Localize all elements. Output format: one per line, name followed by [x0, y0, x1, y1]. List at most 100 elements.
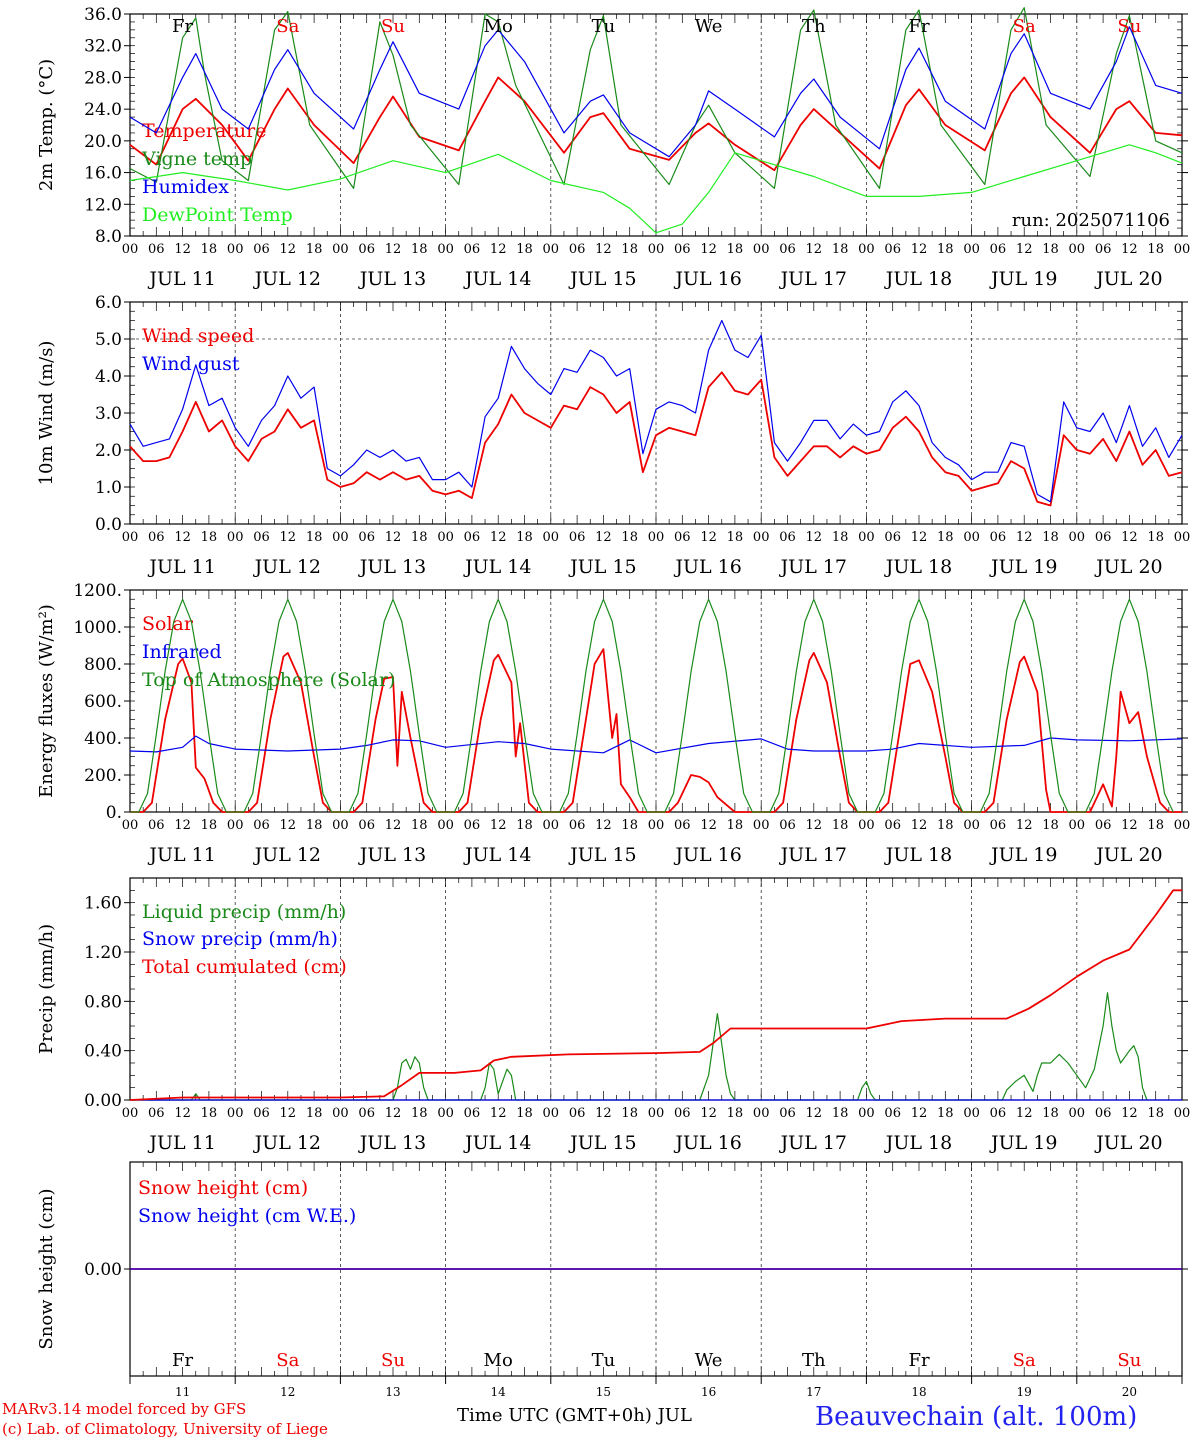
- y-tick-label: 20.0: [84, 132, 122, 152]
- date-label: JUL 12: [253, 844, 321, 866]
- hour-tick-label: 06: [464, 1106, 481, 1121]
- hour-tick-label: 06: [569, 530, 586, 545]
- date-label: JUL 13: [358, 844, 426, 866]
- hour-tick-label: 06: [148, 530, 165, 545]
- hour-tick-label: 06: [1095, 530, 1112, 545]
- hour-tick-label: 00: [227, 818, 244, 833]
- date-label: JUL 15: [568, 556, 636, 578]
- hour-tick-label: 00: [332, 242, 349, 257]
- date-label: JUL 14: [463, 268, 531, 290]
- y-tick-label: 32.0: [84, 37, 122, 57]
- weekday-label: Th: [802, 1350, 826, 1371]
- hour-tick-label: 06: [884, 818, 901, 833]
- date-label: JUL 20: [1094, 1132, 1162, 1154]
- hour-tick-label: 00: [543, 818, 560, 833]
- hour-tick-label: 18: [727, 242, 744, 257]
- hour-tick-label: 12: [1121, 818, 1138, 833]
- hour-tick-label: 18: [306, 1106, 323, 1121]
- panel-4: 0.00 0.40 0.80 1.20 1.60 Precip (mm/h) Liquid …: [36, 877, 1191, 1154]
- hour-tick-label: 18: [937, 530, 954, 545]
- hour-tick-label: 06: [884, 242, 901, 257]
- weekday-label: We: [695, 1350, 723, 1371]
- y-tick-label: 8.0: [95, 227, 122, 247]
- hour-tick-label: 12: [280, 818, 297, 833]
- hour-tick-label: 00: [648, 242, 665, 257]
- panel-2: 0.0 1.0 2.0 3.0 4.0 5.0 6.0 10m Wind (m/s) Wind …: [36, 293, 1190, 578]
- weekday-label: Sa: [1013, 1350, 1036, 1371]
- y-tick-label: 12.0: [84, 195, 122, 215]
- y-axis-title: 10m Wind (m/s): [36, 341, 57, 486]
- hour-tick-label: 18: [621, 242, 638, 257]
- y-tick-label: 200.: [84, 766, 122, 786]
- panel-3: 0. 200. 400. 600. 800. 1000. 1200. Energy fluxe…: [36, 581, 1190, 866]
- hour-tick-label: 12: [174, 818, 191, 833]
- hour-tick-label: 00: [332, 530, 349, 545]
- hour-tick-label: 06: [990, 818, 1007, 833]
- hour-tick-label: 00: [1174, 1106, 1191, 1121]
- hour-tick-label: 00: [1174, 818, 1191, 833]
- date-label: JUL 18: [884, 268, 952, 290]
- hour-tick-label: 18: [621, 818, 638, 833]
- date-label: JUL 14: [463, 1132, 531, 1154]
- y-axis-title: Snow height (cm): [36, 1188, 57, 1349]
- hour-tick-label: 12: [1016, 818, 1033, 833]
- date-label: JUL 18: [884, 1132, 952, 1154]
- hour-tick-label: 12: [174, 530, 191, 545]
- hour-tick-label: 00: [753, 1106, 770, 1121]
- hour-tick-label: 12: [595, 242, 612, 257]
- hour-tick-label: 12: [174, 1106, 191, 1121]
- weekday-label: We: [695, 16, 723, 37]
- hour-tick-label: 06: [464, 530, 481, 545]
- hour-tick-label: 18: [832, 530, 849, 545]
- hour-tick-label: 18: [201, 242, 218, 257]
- hour-tick-label: 18: [516, 242, 533, 257]
- date-label: JUL 13: [358, 268, 426, 290]
- hour-tick-label: 12: [1121, 1106, 1138, 1121]
- legend-entry: DewPoint Temp: [142, 204, 293, 226]
- hour-tick-label: 18: [1042, 1106, 1059, 1121]
- hour-tick-label: 06: [569, 242, 586, 257]
- hour-tick-label: 12: [1121, 242, 1138, 257]
- legend-entry: Wind gust: [142, 353, 240, 375]
- hour-tick-label: 06: [148, 818, 165, 833]
- date-label: JUL 12: [253, 268, 321, 290]
- hour-tick-label: 00: [227, 242, 244, 257]
- series-line: [129, 889, 1182, 1101]
- hour-tick-label: 06: [569, 1106, 586, 1121]
- day-number: 19: [1017, 1385, 1032, 1399]
- hour-tick-label: 06: [674, 242, 691, 257]
- legend-entry: Snow height (cm W.E.): [138, 1205, 356, 1227]
- hour-tick-label: 18: [832, 1106, 849, 1121]
- hour-tick-label: 06: [464, 818, 481, 833]
- hour-tick-label: 00: [122, 530, 139, 545]
- weekday-label: Fr: [172, 1350, 193, 1371]
- hour-tick-label: 12: [700, 1106, 717, 1121]
- date-label: JUL 20: [1094, 268, 1162, 290]
- hour-tick-label: 06: [674, 530, 691, 545]
- weekday-label: Su: [381, 16, 405, 37]
- hour-tick-label: 06: [253, 1106, 270, 1121]
- date-label: JUL 11: [147, 556, 215, 578]
- hour-tick-label: 18: [411, 1106, 428, 1121]
- hour-tick-label: 18: [937, 1106, 954, 1121]
- date-label: JUL 19: [989, 556, 1057, 578]
- y-tick-label: 0.0: [95, 515, 122, 535]
- hour-tick-label: 12: [700, 242, 717, 257]
- model-credit: MARv3.14 model forced by GFS: [2, 1400, 247, 1418]
- date-label: JUL 13: [358, 1132, 426, 1154]
- hour-tick-label: 06: [990, 530, 1007, 545]
- series-line: [129, 76, 1183, 172]
- hour-tick-label: 12: [490, 530, 507, 545]
- legend-entry: Solar: [142, 613, 194, 635]
- hour-tick-label: 00: [1069, 242, 1086, 257]
- hour-tick-label: 12: [595, 1106, 612, 1121]
- hour-tick-label: 06: [884, 530, 901, 545]
- hour-tick-label: 06: [779, 530, 796, 545]
- hour-tick-label: 12: [385, 1106, 402, 1121]
- hour-tick-label: 00: [963, 530, 980, 545]
- hour-tick-label: 18: [621, 530, 638, 545]
- hour-tick-label: 00: [1174, 242, 1191, 257]
- hour-tick-label: 00: [437, 818, 454, 833]
- day-number: 20: [1122, 1385, 1137, 1399]
